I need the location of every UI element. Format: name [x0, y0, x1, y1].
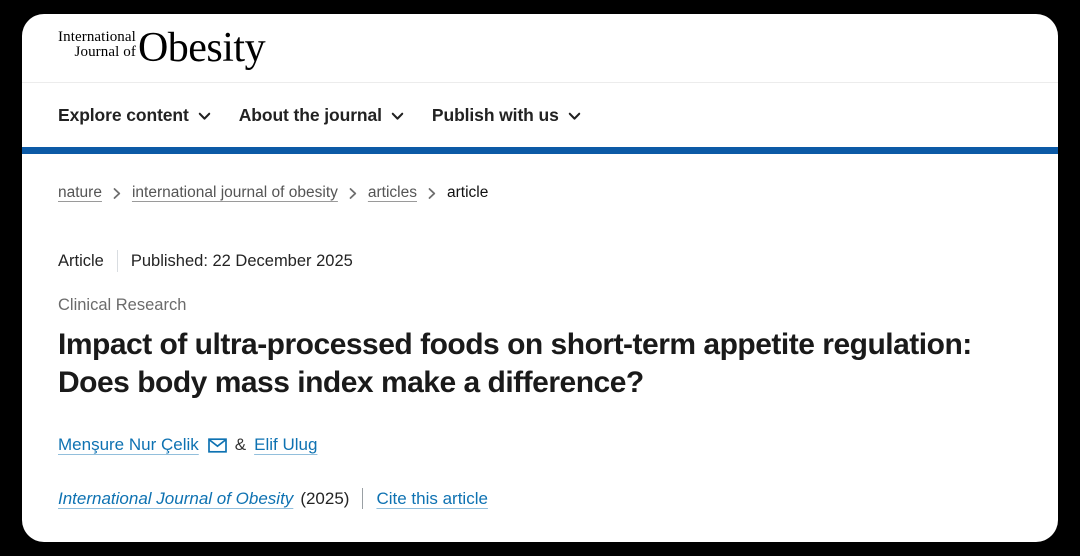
published-date: Published: 22 December 2025 [130, 251, 353, 270]
masthead-divider [22, 82, 1058, 83]
author-list: Menşure Nur Çelik & Elif Ulug [58, 435, 1022, 455]
breadcrumb-current-article: article [447, 184, 489, 201]
citation-year: (2025) [300, 488, 350, 508]
chevron-right-icon [428, 187, 436, 200]
author-separator: & [234, 435, 247, 454]
author-link-2[interactable]: Elif Ulug [254, 435, 318, 454]
breadcrumb-link-nature[interactable]: nature [58, 184, 102, 201]
citation-line: International Journal of Obesity (2025) … [58, 488, 1022, 509]
nav-publish-with-us-label: Publish with us [431, 104, 559, 125]
cite-this-article-link[interactable]: Cite this article [376, 488, 488, 508]
nav-explore-content-label: Explore content [58, 104, 189, 125]
journal-logo-name: Obesity [137, 25, 266, 71]
meta-divider [116, 250, 118, 272]
citation-divider [362, 488, 364, 509]
accent-bar [22, 147, 1058, 154]
chevron-right-icon [349, 187, 357, 200]
article-title: Impact of ultra-processed foods on short… [58, 328, 972, 399]
breadcrumb-link-journal[interactable]: international journal of obesity [131, 184, 338, 201]
breadcrumb: nature international journal of obesity … [58, 184, 1022, 202]
journal-logo-prefix-line1: International [58, 29, 136, 45]
masthead: International Journal of Obesity [22, 14, 1058, 82]
journal-navbar: Explore content About the journal Publis… [22, 83, 1058, 147]
article-category: Clinical Research [58, 296, 187, 314]
nav-about-the-journal-label: About the journal [238, 104, 382, 125]
page-card: International Journal of Obesity Explore… [22, 14, 1058, 542]
journal-logo-prefix-line2: Journal of [74, 44, 136, 60]
chevron-down-icon [198, 105, 211, 126]
author-link-1[interactable]: Menşure Nur Çelik [58, 435, 199, 454]
journal-logo[interactable]: International Journal of Obesity [58, 25, 266, 71]
chevron-down-icon [391, 105, 404, 126]
chevron-right-icon [113, 187, 121, 200]
chevron-down-icon [568, 105, 581, 126]
nav-about-the-journal[interactable]: About the journal [239, 105, 404, 126]
email-envelope-icon[interactable] [207, 437, 227, 453]
breadcrumb-link-articles[interactable]: articles [367, 184, 417, 201]
nav-publish-with-us[interactable]: Publish with us [432, 105, 581, 126]
journal-logo-prefix: International Journal of [58, 30, 136, 60]
article-meta-line: Article Published: 22 December 2025 [58, 250, 1022, 272]
nav-explore-content[interactable]: Explore content [58, 105, 211, 126]
journal-link[interactable]: International Journal of Obesity [58, 488, 294, 508]
article-type-label: Article [58, 251, 104, 270]
article-header-content: nature international journal of obesity … [22, 154, 1058, 509]
